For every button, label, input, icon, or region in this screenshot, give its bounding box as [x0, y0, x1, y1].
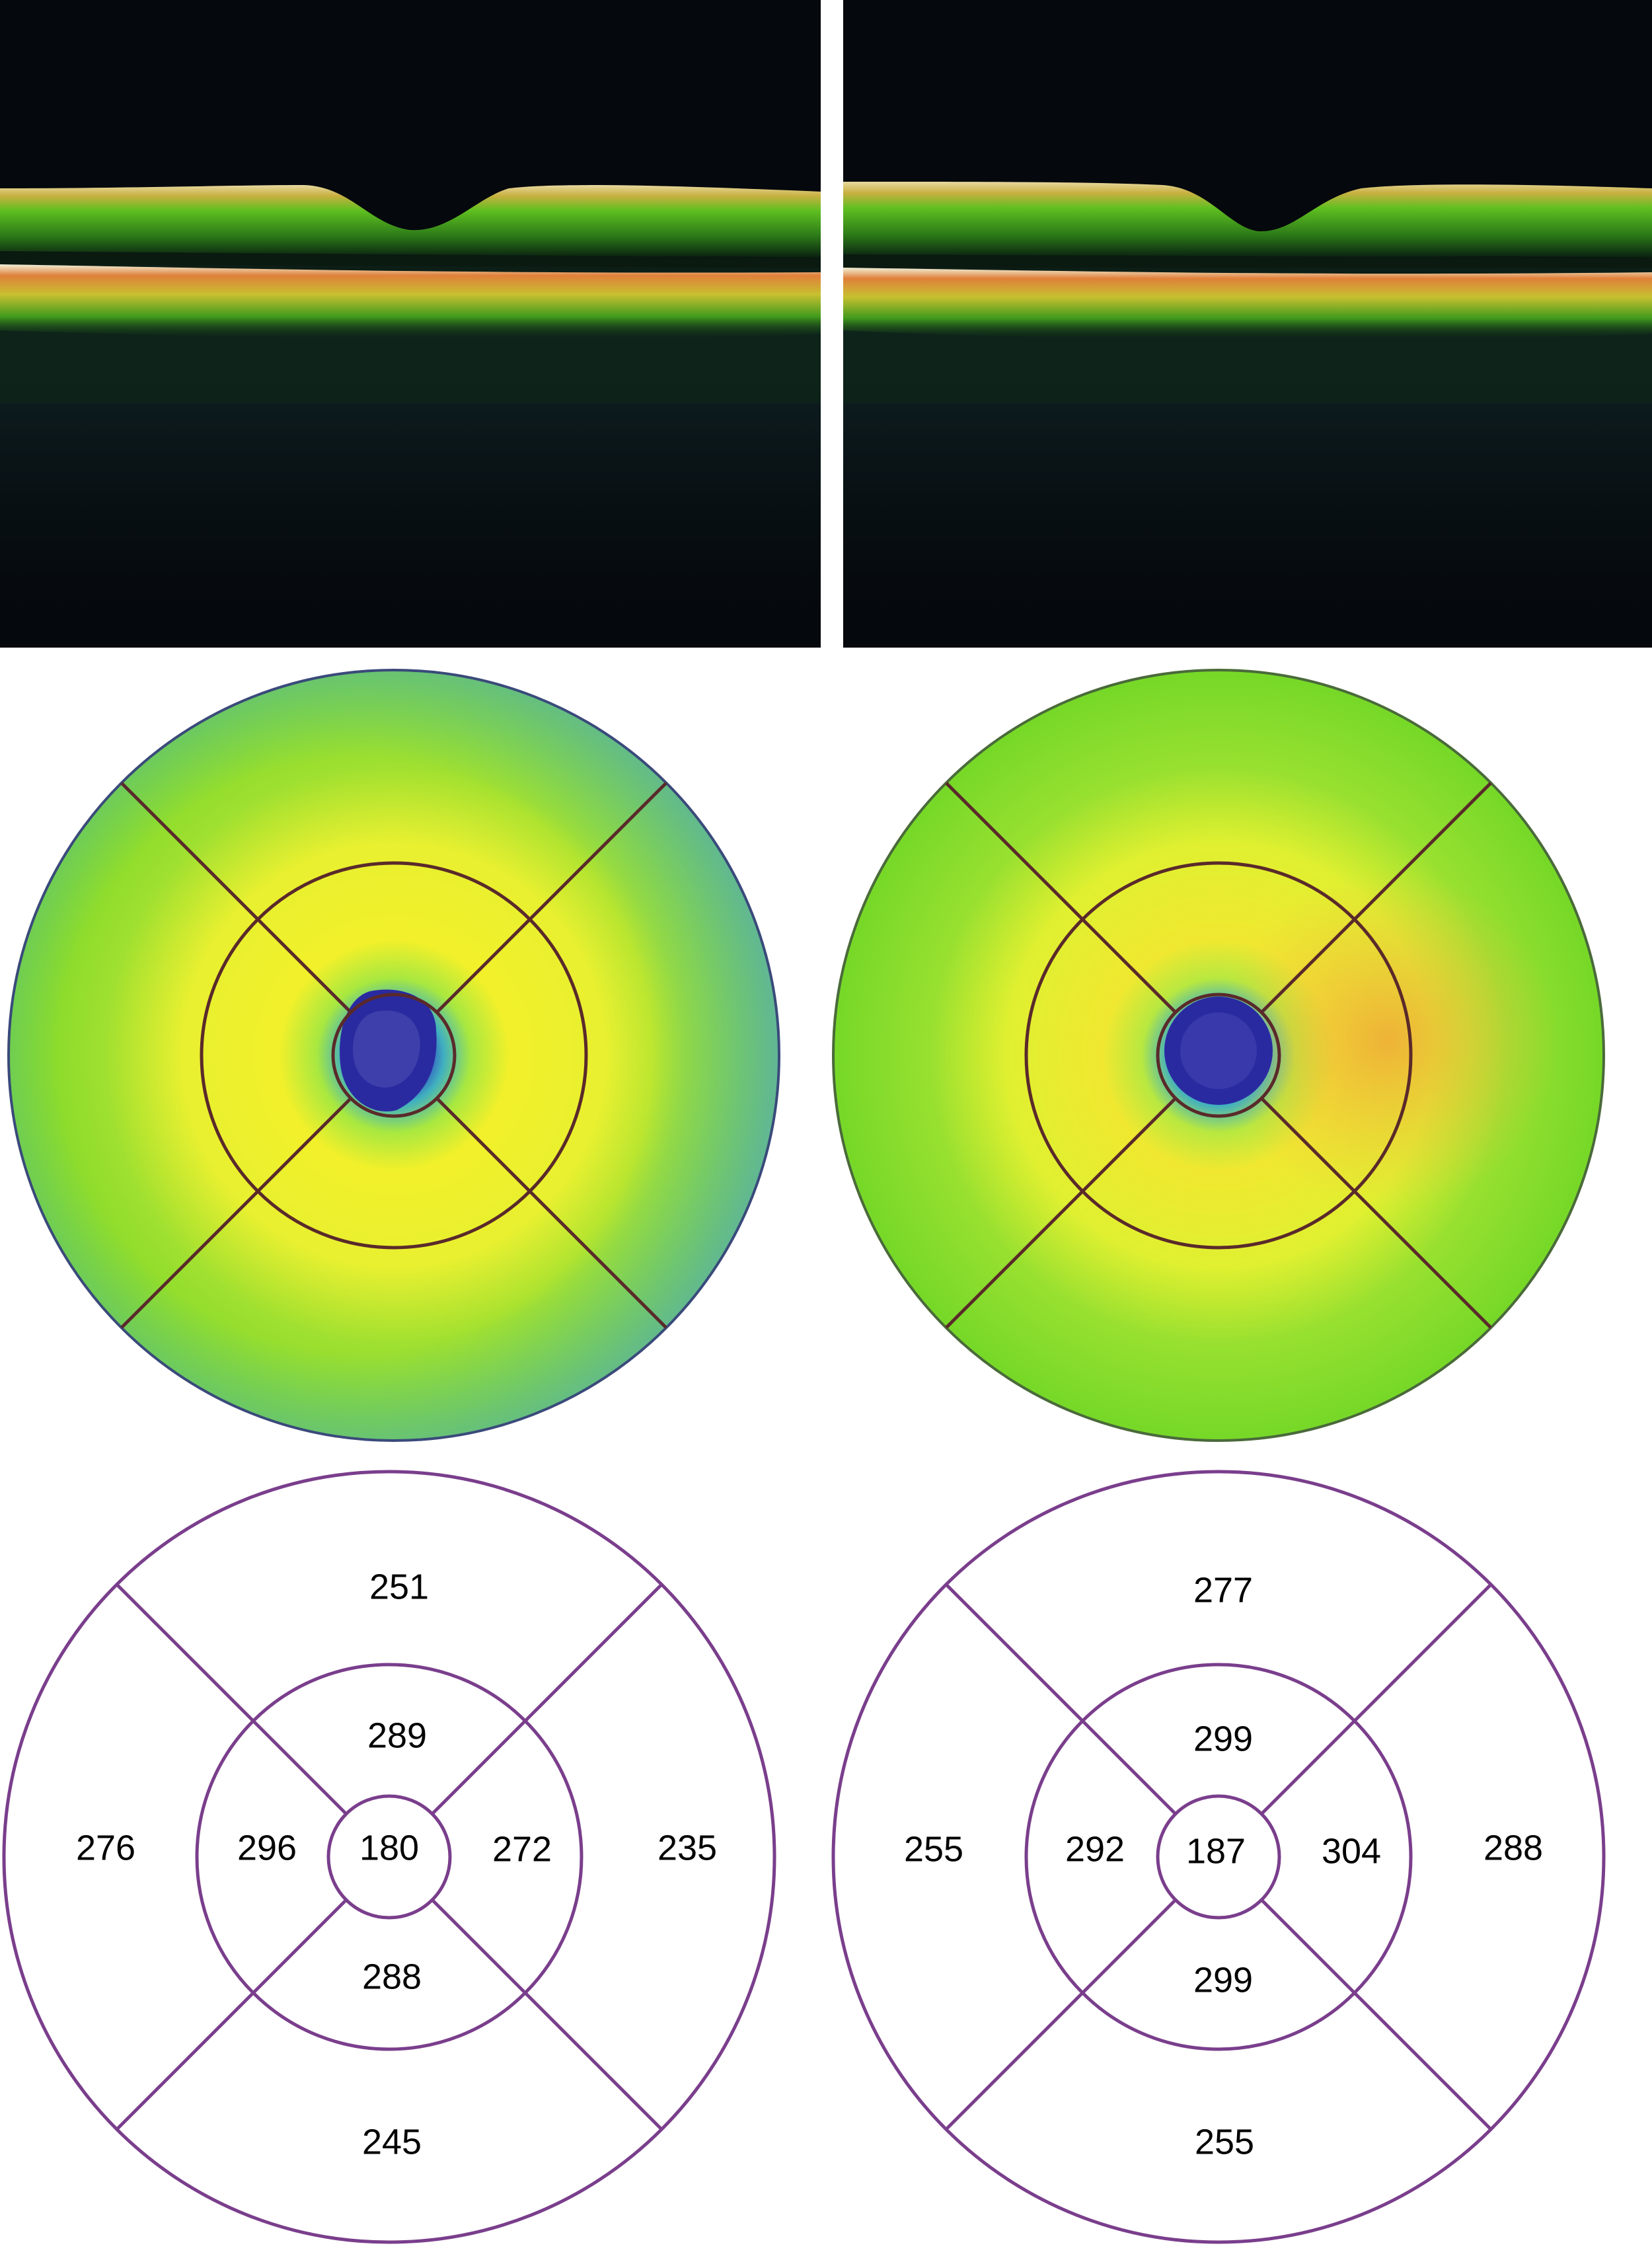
inner-inferior-value: 299: [1193, 1960, 1253, 2000]
outer-nasal-value: 255: [904, 1829, 963, 1869]
oct-scan-right: [843, 0, 1652, 648]
oct-scan-left: [0, 0, 821, 648]
outer-superior-value: 277: [1193, 1570, 1253, 1610]
inner-temporal-value: 272: [492, 1829, 552, 1869]
center-value: 187: [1186, 1831, 1246, 1871]
inner-nasal-value: 296: [237, 1828, 297, 1867]
etdrs-grid-left: 251 289 276 296 180 272 235 288 245: [2, 1470, 776, 2244]
outer-temporal-value: 235: [657, 1828, 717, 1867]
inner-superior-value: 289: [367, 1715, 427, 1755]
thickness-map-right: [832, 669, 1605, 1442]
outer-inferior-value: 255: [1195, 2122, 1254, 2162]
center-value: 180: [359, 1828, 419, 1867]
scan-divider: [821, 0, 843, 648]
inner-temporal-value: 304: [1322, 1831, 1381, 1871]
outer-temporal-value: 288: [1483, 1828, 1543, 1867]
outer-superior-value: 251: [369, 1567, 429, 1606]
outer-nasal-value: 276: [76, 1828, 135, 1867]
inner-superior-value: 299: [1193, 1719, 1253, 1758]
inner-inferior-value: 288: [362, 1957, 422, 1996]
etdrs-grid-right: 277 299 255 292 187 304 288 299 255: [831, 1470, 1606, 2244]
outer-inferior-value: 245: [362, 2122, 422, 2162]
thickness-map-left: [7, 669, 780, 1442]
inner-nasal-value: 292: [1065, 1829, 1125, 1869]
